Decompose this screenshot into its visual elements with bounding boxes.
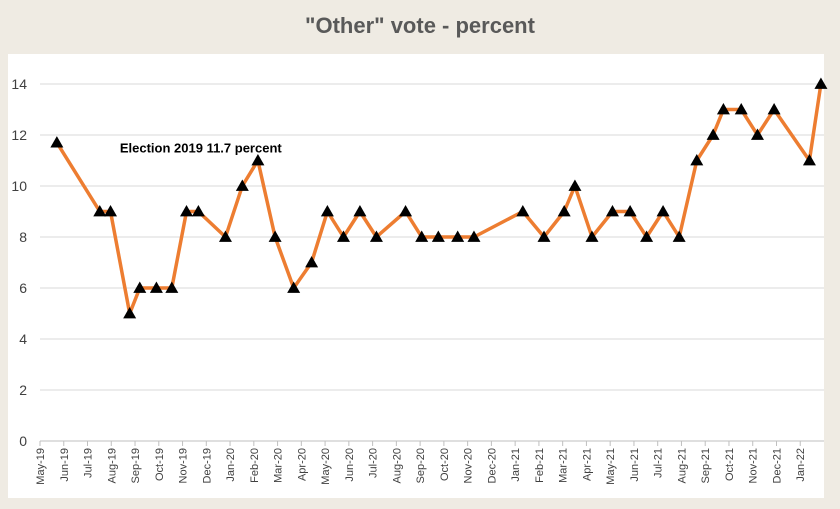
data-point-marker [320,205,334,217]
annotations: Election 2019 11.7 percent [120,141,283,156]
x-tick-label: May-20 [320,448,332,485]
y-tick-label: 12 [11,127,27,143]
data-point-marker [716,103,730,115]
x-tick-label: Jun-19 [59,448,71,482]
data-point-marker [104,205,118,217]
x-tick-label: Jun-21 [629,448,641,482]
x-tick-label: May-19 [35,448,47,485]
x-tick-label: Sep-20 [415,448,427,483]
x-tick-label: Jan-20 [225,448,237,482]
data-point-marker [93,205,107,217]
x-tick-label: Oct-20 [439,448,451,481]
data-point-marker [165,281,179,293]
data-point-marker [305,256,319,268]
x-tick-label: Aug-20 [391,448,403,483]
data-point-marker [767,103,781,115]
data-series [50,77,828,319]
y-tick-label: 6 [19,280,27,296]
data-point-marker [537,230,551,242]
data-point-marker [802,154,816,166]
data-point-marker [431,230,445,242]
x-tick-label: Sep-21 [700,448,712,483]
data-point-marker [690,154,704,166]
data-point-marker [336,230,350,242]
data-point-marker [451,230,465,242]
x-tick-label: Dec-19 [201,448,213,483]
data-point-marker [268,230,282,242]
data-point-marker [191,205,205,217]
data-point-marker [235,179,249,191]
y-tick-label: 0 [19,433,27,449]
data-point-marker [814,77,828,89]
x-tick-label: Jan-22 [795,448,807,482]
data-point-marker [180,205,194,217]
x-tick-label: Dec-21 [771,448,783,483]
x-tick-label: Nov-21 [748,448,760,483]
x-tick-label: Mar-20 [273,448,285,483]
x-tick-label: Jun-20 [344,448,356,482]
data-point-marker [399,205,413,217]
data-point-marker [149,281,163,293]
annotation-label: Election 2019 11.7 percent [120,141,283,156]
series-line [55,83,823,316]
x-tick-label: Feb-20 [249,448,261,483]
y-axis-tick-labels: 0 2 4 6 8 10 12 14 [11,76,27,449]
y-tick-label: 4 [19,331,27,347]
x-axis [39,440,824,446]
data-point-marker [672,230,686,242]
data-point-marker [623,205,637,217]
x-tick-label: Jul-21 [653,448,665,478]
data-point-marker [415,230,429,242]
data-point-marker [516,205,530,217]
data-point-marker [133,281,147,293]
x-tick-label: Aug-19 [106,448,118,483]
data-point-marker [353,205,367,217]
data-point-marker [656,205,670,217]
data-point-marker [50,136,64,148]
data-point-marker [467,230,481,242]
data-point-marker [369,230,383,242]
x-tick-label: Apr-20 [296,448,308,481]
y-tick-label: 10 [11,178,27,194]
data-point-marker [750,128,764,140]
x-tick-label: May-21 [605,448,617,485]
x-tick-label: Nov-20 [463,448,475,483]
x-tick-label: Jul-20 [368,448,380,478]
chart-title: "Other" vote - percent [305,13,536,38]
data-point-marker [251,154,265,166]
data-point-marker [218,230,232,242]
data-point-marker [706,128,720,140]
x-tick-label: Nov-19 [178,448,190,483]
data-point-marker [568,179,582,191]
y-tick-label: 8 [19,229,27,245]
y-tick-label: 14 [11,76,27,92]
x-tick-label: Jul-19 [83,448,95,478]
x-tick-label: Apr-21 [581,448,593,481]
plot-area [8,54,824,498]
x-tick-label: Jan-21 [510,448,522,482]
data-point-marker [605,205,619,217]
data-point-marker [640,230,654,242]
x-tick-label: Dec-20 [486,448,498,483]
data-point-marker [287,281,301,293]
x-tick-label: Oct-19 [154,448,166,481]
x-tick-label: Sep-19 [130,448,142,483]
y-tick-label: 2 [19,382,27,398]
x-axis-tick-labels: May-19 Jun-19 Jul-19 Aug-19 Sep-19 Oct-19 Nov-… [35,448,807,485]
x-tick-label: Oct-21 [724,448,736,481]
data-point-marker [123,307,137,319]
data-point-marker [585,230,599,242]
x-tick-label: Aug-21 [676,448,688,483]
data-point-marker [734,103,748,115]
x-tick-label: Mar-21 [558,448,570,483]
data-point-marker [557,205,571,217]
x-tick-label: Feb-21 [534,448,546,483]
